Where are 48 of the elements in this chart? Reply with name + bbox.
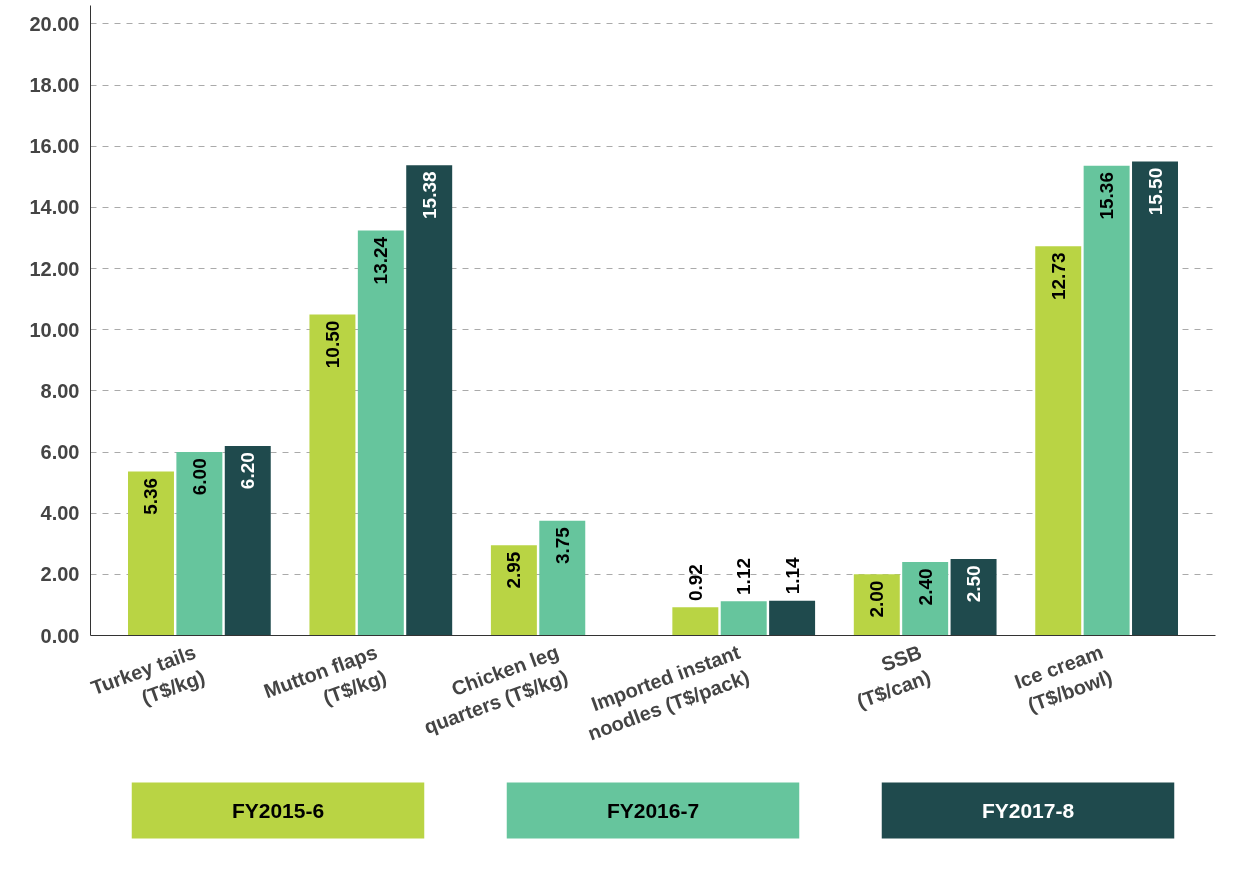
data-label: 10.50 [321, 320, 343, 369]
y-tick-label: 16.00 [29, 135, 80, 158]
bar [176, 452, 223, 636]
bar [539, 520, 586, 636]
bar [1083, 165, 1130, 636]
data-label: 13.24 [370, 236, 392, 285]
y-tick-label: 10.00 [29, 318, 80, 341]
bar [1035, 246, 1082, 636]
y-tick-label: 2.00 [40, 563, 80, 586]
y-tick-label: 0.00 [40, 624, 80, 647]
y-tick-label: 20.00 [29, 12, 80, 35]
bar [720, 601, 767, 636]
data-label: 6.20 [237, 452, 259, 490]
bar [902, 562, 949, 636]
data-label: 15.38 [418, 171, 440, 219]
data-label: 15.36 [1096, 172, 1118, 220]
bar [672, 607, 719, 636]
bar [1132, 161, 1178, 636]
text: FY2016-7 [606, 799, 700, 822]
y-tick-label: 18.00 [29, 74, 80, 97]
data-label: 6.00 [188, 458, 210, 496]
y-tick-label: 4.00 [40, 502, 80, 525]
data-label: 2.00 [866, 580, 888, 618]
bar [490, 545, 537, 636]
data-label: 0.92 [684, 564, 706, 602]
text: FY2015-6 [231, 799, 325, 822]
y-tick-label: 12.00 [29, 257, 80, 280]
data-label: 1.12 [733, 557, 755, 595]
data-label: 2.95 [503, 551, 525, 589]
data-label: 5.36 [140, 477, 162, 515]
data-label: 1.14 [781, 556, 803, 595]
data-label: 15.50 [1144, 167, 1166, 216]
y-tick-label: 6.00 [40, 441, 80, 463]
data-label: 12.73 [1047, 252, 1069, 301]
bar [224, 445, 271, 636]
bar [853, 574, 900, 636]
y-tick-label: 14.00 [29, 196, 80, 219]
data-label: 2.50 [963, 565, 985, 603]
text: FY2017-8 [981, 799, 1075, 822]
bar [406, 165, 453, 636]
bar [950, 559, 997, 636]
data-label: 3.75 [551, 526, 573, 565]
bar [128, 471, 174, 636]
y-tick-label: 8.00 [40, 379, 80, 402]
bar [769, 600, 816, 636]
data-label: 2.40 [914, 568, 936, 606]
bar [357, 230, 404, 636]
bar [309, 314, 356, 636]
